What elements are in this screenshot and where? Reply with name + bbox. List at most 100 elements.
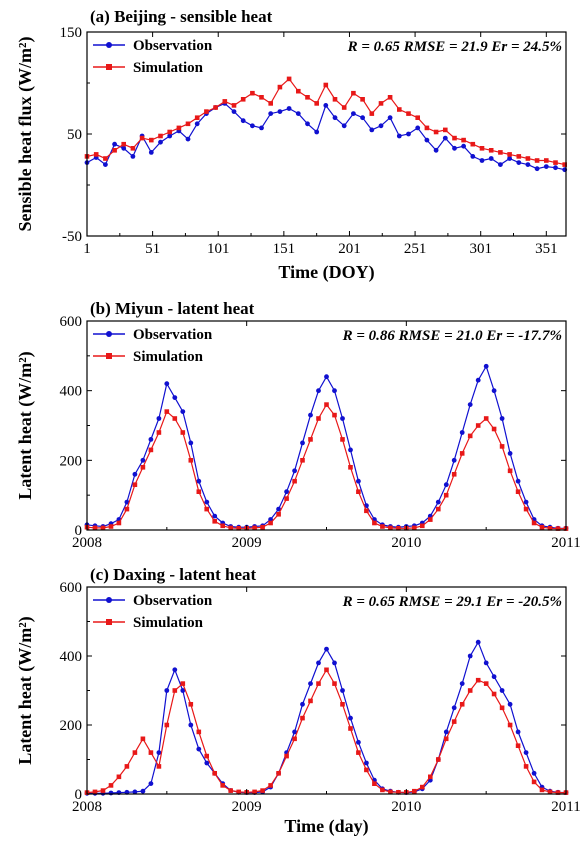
data-point-simulation xyxy=(388,525,393,531)
data-point-simulation xyxy=(523,506,529,512)
data-point-simulation xyxy=(158,133,163,139)
data-point-observation xyxy=(300,440,305,446)
data-point-simulation xyxy=(369,111,375,116)
data-point-observation xyxy=(268,517,273,522)
data-point-simulation xyxy=(92,789,98,795)
data-point-simulation xyxy=(356,750,361,755)
data-point-observation xyxy=(396,133,402,139)
data-point-observation xyxy=(443,729,449,735)
data-point-simulation xyxy=(308,698,313,704)
y-tick-label: 600 xyxy=(60,314,83,330)
data-point-simulation xyxy=(167,129,172,135)
series-simulation-c xyxy=(84,667,569,795)
data-point-simulation xyxy=(420,784,425,790)
data-point-observation xyxy=(121,145,127,151)
data-point-simulation xyxy=(443,492,449,498)
data-point-simulation xyxy=(525,156,531,161)
chart-title: (c) Daxing - latent heat xyxy=(90,565,257,584)
data-point-simulation xyxy=(562,162,567,167)
data-point-observation xyxy=(308,681,313,686)
data-point-observation xyxy=(459,430,465,435)
legend: Observation Simulation xyxy=(93,38,213,76)
data-point-simulation xyxy=(451,719,457,724)
data-point-simulation xyxy=(300,715,305,721)
data-point-simulation xyxy=(433,129,439,135)
data-point-simulation xyxy=(124,764,130,769)
data-point-simulation xyxy=(194,115,200,120)
data-point-simulation xyxy=(204,753,209,759)
data-point-simulation xyxy=(305,95,310,100)
data-point-observation xyxy=(188,722,194,728)
legend-label: Observation xyxy=(133,593,213,609)
data-point-simulation xyxy=(364,767,369,773)
data-point-simulation xyxy=(553,160,558,165)
data-point-observation xyxy=(172,667,178,673)
data-point-observation xyxy=(323,103,329,108)
data-point-observation xyxy=(553,165,558,171)
data-point-simulation xyxy=(121,141,126,147)
data-point-simulation xyxy=(316,681,321,686)
data-point-observation xyxy=(164,381,170,387)
legend-marker-observation xyxy=(106,597,112,603)
stats-annotation: R = 0.65 RMSE = 29.1 Er = -20.5% xyxy=(342,594,562,610)
data-point-simulation xyxy=(351,90,356,96)
data-point-simulation xyxy=(323,82,329,88)
x-tick-label: 301 xyxy=(469,241,492,257)
legend-label: Simulation xyxy=(133,60,204,76)
data-point-simulation xyxy=(124,506,130,512)
data-point-simulation xyxy=(268,101,273,106)
x-tick-label: 2009 xyxy=(232,799,262,815)
data-point-observation xyxy=(185,136,191,142)
data-point-observation xyxy=(286,106,292,111)
data-point-simulation xyxy=(276,771,281,776)
data-point-simulation xyxy=(498,150,503,155)
legend-label: Simulation xyxy=(133,349,204,365)
x-tick-label: 2008 xyxy=(72,535,102,551)
data-point-observation xyxy=(475,377,481,383)
data-point-observation xyxy=(196,746,202,752)
data-point-simulation xyxy=(130,146,136,151)
data-point-simulation xyxy=(268,520,273,526)
panel-c: 2008 2009 2010 2011 0 200 400 600 (c) Daxing - l… xyxy=(15,565,580,837)
data-point-observation xyxy=(452,145,457,151)
data-point-observation xyxy=(204,760,210,766)
data-point-simulation xyxy=(172,688,178,693)
data-point-simulation xyxy=(286,76,292,82)
data-point-observation xyxy=(491,674,497,680)
data-point-simulation xyxy=(479,146,485,151)
data-point-observation xyxy=(498,162,503,168)
data-point-simulation xyxy=(204,506,209,512)
data-point-simulation xyxy=(539,787,545,793)
data-point-simulation xyxy=(139,135,145,141)
data-point-simulation xyxy=(547,789,553,795)
data-point-simulation xyxy=(459,702,465,707)
data-point-simulation xyxy=(324,402,329,407)
data-point-simulation xyxy=(132,482,138,487)
data-point-simulation xyxy=(544,158,549,163)
data-point-observation xyxy=(324,646,329,652)
data-point-observation xyxy=(531,770,537,776)
data-point-simulation xyxy=(140,736,146,742)
data-point-observation xyxy=(387,115,393,121)
data-point-observation xyxy=(348,715,353,721)
data-point-observation xyxy=(259,125,264,131)
data-point-simulation xyxy=(475,677,481,683)
data-point-simulation xyxy=(156,430,162,435)
data-point-simulation xyxy=(348,465,353,470)
data-point-observation xyxy=(212,513,218,519)
data-point-simulation xyxy=(515,743,521,748)
x-tick-label: 2010 xyxy=(391,799,421,815)
data-point-observation xyxy=(167,133,173,139)
data-point-simulation xyxy=(103,156,108,161)
legend-marker-observation xyxy=(106,331,112,337)
legend-marker-simulation xyxy=(106,64,112,70)
data-point-observation xyxy=(156,750,162,755)
data-point-simulation xyxy=(412,788,417,794)
data-point-simulation xyxy=(555,790,561,795)
data-point-simulation xyxy=(164,409,170,414)
data-point-observation xyxy=(172,395,178,400)
data-point-simulation xyxy=(164,722,170,728)
data-point-simulation xyxy=(443,736,449,742)
data-point-simulation xyxy=(148,750,154,755)
y-tick-label: 0 xyxy=(75,523,83,539)
